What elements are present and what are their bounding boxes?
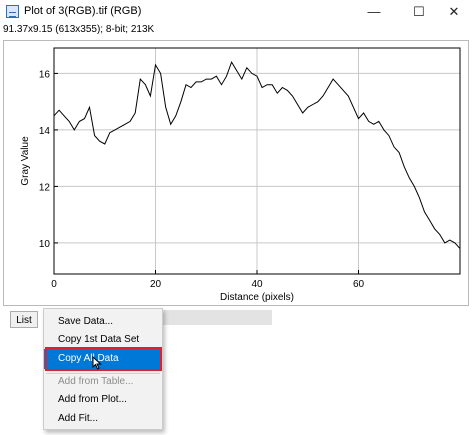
title-bar: Plot of 3(RGB).tif (RGB) — ☐ ✕ (0, 0, 474, 24)
maximize-button[interactable]: ☐ (413, 4, 425, 19)
series-line (53, 60, 461, 249)
mouse-cursor-icon (92, 356, 102, 370)
x-axis-label: Distance (pixels) (220, 292, 294, 303)
x-tick-label: 20 (150, 279, 162, 290)
window-title: Plot of 3(RGB).tif (RGB) (24, 5, 142, 17)
y-tick-label: 14 (39, 126, 51, 137)
x-tick-label: 40 (251, 279, 263, 290)
y-tick-label: 12 (39, 182, 51, 193)
menu-item-add-fit[interactable]: Add Fit... (58, 413, 99, 424)
profile-plot: 0 20 40 60 10 12 14 16 Distance (pixels) Gray Val… (20, 47, 461, 303)
y-axis-label: Gray Value (20, 136, 31, 186)
menu-item-add-from-table: Add from Table... (58, 376, 134, 387)
menu-item-save-data[interactable]: Save Data... (58, 316, 114, 327)
menu-item-add-from-plot[interactable]: Add from Plot... (58, 394, 127, 405)
x-tick-label: 60 (353, 279, 365, 290)
x-tick-label: 0 (51, 279, 57, 290)
list-button[interactable]: List (10, 311, 38, 328)
image-info-line: 91.37x9.15 (613x355); 8-bit; 213K (3, 24, 155, 35)
imagej-plot-icon (6, 5, 19, 18)
plot-panel: 0 20 40 60 10 12 14 16 Distance (pixels) Gray Val… (3, 40, 469, 306)
context-menu: Save Data... Copy 1st Data Set Copy All … (43, 308, 163, 430)
y-tick-label: 16 (39, 69, 51, 80)
coordinate-status-bar (160, 310, 272, 325)
close-button[interactable]: ✕ (448, 4, 460, 19)
menu-item-copy-all-data[interactable]: Copy All Data (44, 349, 162, 369)
menu-separator (46, 373, 160, 374)
menu-item-copy-1st-data-set[interactable]: Copy 1st Data Set (58, 334, 140, 345)
y-tick-label: 10 (39, 239, 51, 250)
minimize-button[interactable]: — (367, 4, 381, 19)
